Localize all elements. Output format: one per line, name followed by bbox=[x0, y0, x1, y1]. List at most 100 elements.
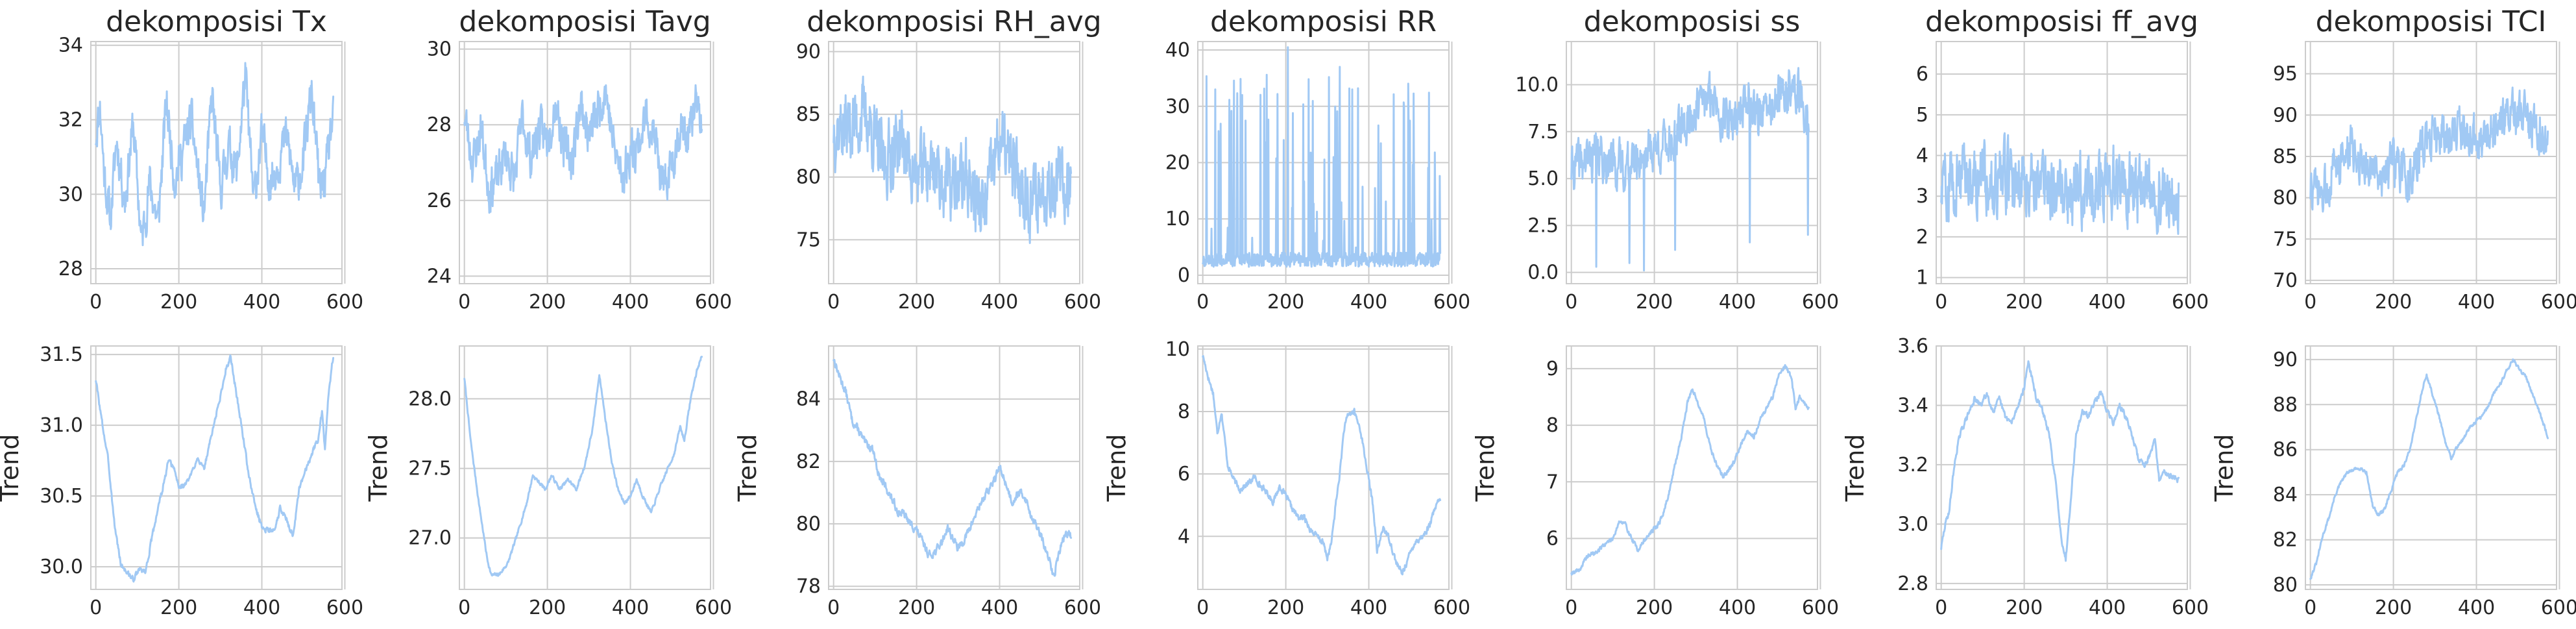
plot-frame bbox=[90, 345, 343, 590]
y-tick-label: 4 bbox=[1916, 145, 1928, 167]
y-tick-label: 27.5 bbox=[408, 458, 452, 480]
series-line bbox=[832, 75, 1073, 244]
y-axis-label: Trend bbox=[1102, 434, 1131, 502]
x-tick-label: 200 bbox=[1636, 291, 1673, 314]
y-tick-label: 6 bbox=[1546, 528, 1559, 550]
x-tick-label: 400 bbox=[1350, 291, 1387, 314]
y-tick-label: 28 bbox=[58, 258, 83, 280]
x-tick-label: 0 bbox=[1935, 597, 1947, 619]
y-tick-label: 30 bbox=[1165, 95, 1190, 118]
subplot-decomposition-2: 0 200 400 600 24 26 28 30 dekomposisi Tavg bbox=[427, 5, 732, 314]
y-axis-label: Trend bbox=[733, 434, 762, 502]
y-tick-label: 28.0 bbox=[408, 388, 452, 410]
y-tick-label: 78 bbox=[796, 575, 821, 598]
x-tick-label: 600 bbox=[1064, 597, 1101, 619]
y-tick-label: 86 bbox=[2273, 439, 2298, 462]
y-tick-label: 31.0 bbox=[40, 414, 83, 437]
y-tick-label: 27.0 bbox=[408, 527, 452, 550]
x-tick-label: 200 bbox=[898, 597, 935, 619]
subplot-trend-5: 0 200 400 600 6 7 8 9 Trend bbox=[1471, 345, 1839, 619]
x-tick-label: 400 bbox=[612, 597, 649, 619]
y-tick-label: 7 bbox=[1546, 471, 1559, 493]
x-tick-label: 200 bbox=[2006, 597, 2043, 619]
y-tick-label: 24 bbox=[427, 265, 452, 288]
x-tick-label: 400 bbox=[981, 597, 1018, 619]
x-tick-label: 0 bbox=[458, 597, 470, 619]
x-tick-label: 600 bbox=[695, 291, 732, 314]
y-tick-label: 95 bbox=[2273, 63, 2298, 86]
subplot-trend-1: 0 200 400 600 30.0 30.5 31.0 31.5 Trend bbox=[0, 343, 363, 619]
subplot-trend-3: 0 200 400 600 78 80 82 84 Trend bbox=[733, 345, 1101, 619]
x-tick-label: 0 bbox=[2304, 291, 2316, 314]
series-line bbox=[1202, 46, 1442, 268]
x-tick-label: 0 bbox=[1197, 291, 1209, 314]
y-axis-label: Trend bbox=[2210, 434, 2239, 502]
y-tick-label: 26 bbox=[427, 190, 452, 212]
x-tick-label: 0 bbox=[827, 291, 840, 314]
series-line bbox=[1940, 132, 2180, 235]
chart-title: dekomposisi RH_avg bbox=[807, 5, 1101, 38]
y-tick-label: 90 bbox=[2273, 349, 2298, 371]
y-tick-label: 5.0 bbox=[1527, 167, 1559, 190]
x-tick-label: 600 bbox=[2541, 597, 2576, 619]
y-tick-label: 80 bbox=[796, 166, 821, 189]
x-tick-label: 400 bbox=[1719, 291, 1756, 314]
x-tick-label: 400 bbox=[2089, 291, 2126, 314]
series-line bbox=[1570, 364, 1810, 576]
x-tick-label: 200 bbox=[2375, 597, 2412, 619]
y-tick-label: 4 bbox=[1178, 525, 1190, 548]
y-tick-label: 30.0 bbox=[40, 556, 83, 578]
plot-frame bbox=[1197, 345, 1450, 590]
x-tick-label: 400 bbox=[243, 597, 280, 619]
series-line bbox=[1940, 360, 2180, 562]
x-tick-label: 200 bbox=[898, 291, 935, 314]
x-tick-label: 200 bbox=[1267, 291, 1304, 314]
x-tick-label: 200 bbox=[160, 597, 197, 619]
x-tick-label: 600 bbox=[2172, 291, 2209, 314]
x-tick-label: 200 bbox=[529, 291, 566, 314]
series-line bbox=[2309, 86, 2549, 213]
x-tick-label: 0 bbox=[1565, 291, 1577, 314]
y-tick-label: 90 bbox=[796, 40, 821, 63]
x-tick-label: 600 bbox=[1064, 291, 1101, 314]
series-line bbox=[463, 84, 703, 214]
y-tick-label: 20 bbox=[1165, 152, 1190, 175]
x-tick-label: 400 bbox=[2458, 291, 2495, 314]
chart-title: dekomposisi Tx bbox=[106, 5, 327, 38]
y-tick-label: 3.4 bbox=[1897, 394, 1928, 417]
x-tick-label: 600 bbox=[1433, 291, 1470, 314]
y-tick-label: 70 bbox=[2273, 269, 2298, 292]
x-tick-label: 600 bbox=[695, 597, 732, 619]
x-tick-label: 200 bbox=[2375, 291, 2412, 314]
chart-title: dekomposisi ss bbox=[1584, 5, 1801, 38]
subplot-decomposition-7: 0 200 400 600 70 75 80 85 90 95 dekomposisi TCI bbox=[2273, 5, 2576, 314]
series-line bbox=[463, 356, 703, 577]
chart-title: dekomposisi ff_avg bbox=[1925, 5, 2198, 38]
y-tick-label: 5 bbox=[1916, 104, 1928, 127]
y-tick-label: 82 bbox=[796, 450, 821, 473]
x-tick-label: 400 bbox=[1719, 597, 1756, 619]
y-tick-label: 2 bbox=[1916, 226, 1928, 249]
y-tick-label: 80 bbox=[796, 513, 821, 536]
x-tick-label: 0 bbox=[1935, 291, 1947, 314]
y-tick-label: 85 bbox=[2273, 145, 2298, 168]
y-tick-label: 2.5 bbox=[1527, 214, 1559, 237]
subplot-trend-4: 0 200 400 600 4 6 8 10 Trend bbox=[1102, 338, 1470, 619]
y-tick-label: 0 bbox=[1178, 264, 1190, 287]
y-tick-label: 1 bbox=[1916, 267, 1928, 290]
series-line bbox=[95, 354, 335, 583]
y-tick-label: 88 bbox=[2273, 393, 2298, 416]
y-tick-label: 90 bbox=[2273, 104, 2298, 127]
plot-frame bbox=[1936, 345, 2188, 590]
y-tick-label: 30.5 bbox=[40, 485, 83, 508]
y-tick-label: 28 bbox=[427, 114, 452, 136]
y-tick-label: 32 bbox=[58, 109, 83, 132]
y-tick-label: 75 bbox=[796, 228, 821, 251]
y-tick-label: 7.5 bbox=[1527, 121, 1559, 143]
subplot-decomposition-6: 0 200 400 600 1 2 3 4 5 6 dekomposisi ff_avg bbox=[1916, 5, 2209, 314]
y-tick-label: 6 bbox=[1916, 63, 1928, 86]
y-tick-label: 30 bbox=[427, 38, 452, 61]
y-tick-label: 10 bbox=[1165, 338, 1190, 361]
x-tick-label: 400 bbox=[243, 291, 280, 314]
